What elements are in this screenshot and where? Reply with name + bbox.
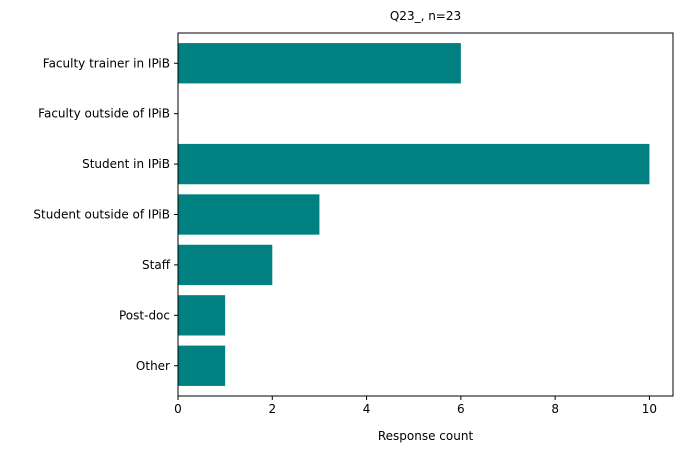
y-tick-label: Faculty trainer in IPiB [43,56,170,70]
x-tick-label: 4 [363,402,371,416]
bar [178,43,461,84]
bar [178,143,650,185]
x-axis: 0 2 4 6 8 10 [174,396,657,416]
x-tick-label: 10 [642,402,657,416]
x-tick-label: 8 [551,402,559,416]
y-tick-label: Faculty outside of IPiB [38,107,170,121]
bars-group [178,43,650,386]
y-axis: Faculty trainer in IPiB Faculty outside o… [33,56,178,373]
y-tick-label: Staff [142,258,171,272]
bar [178,194,320,235]
bar [178,295,226,336]
x-tick-label: 0 [174,402,182,416]
bar [178,345,226,386]
x-axis-label: Response count [378,429,474,443]
y-tick-label: Other [136,359,170,373]
chart-title: Q23_, n=23 [390,9,461,23]
x-tick-label: 2 [268,402,276,416]
x-tick-label: 6 [457,402,465,416]
bar [178,244,273,286]
y-tick-label: Post-doc [119,308,170,322]
y-tick-label: Student in IPiB [82,157,170,171]
y-tick-label: Student outside of IPiB [33,208,170,222]
